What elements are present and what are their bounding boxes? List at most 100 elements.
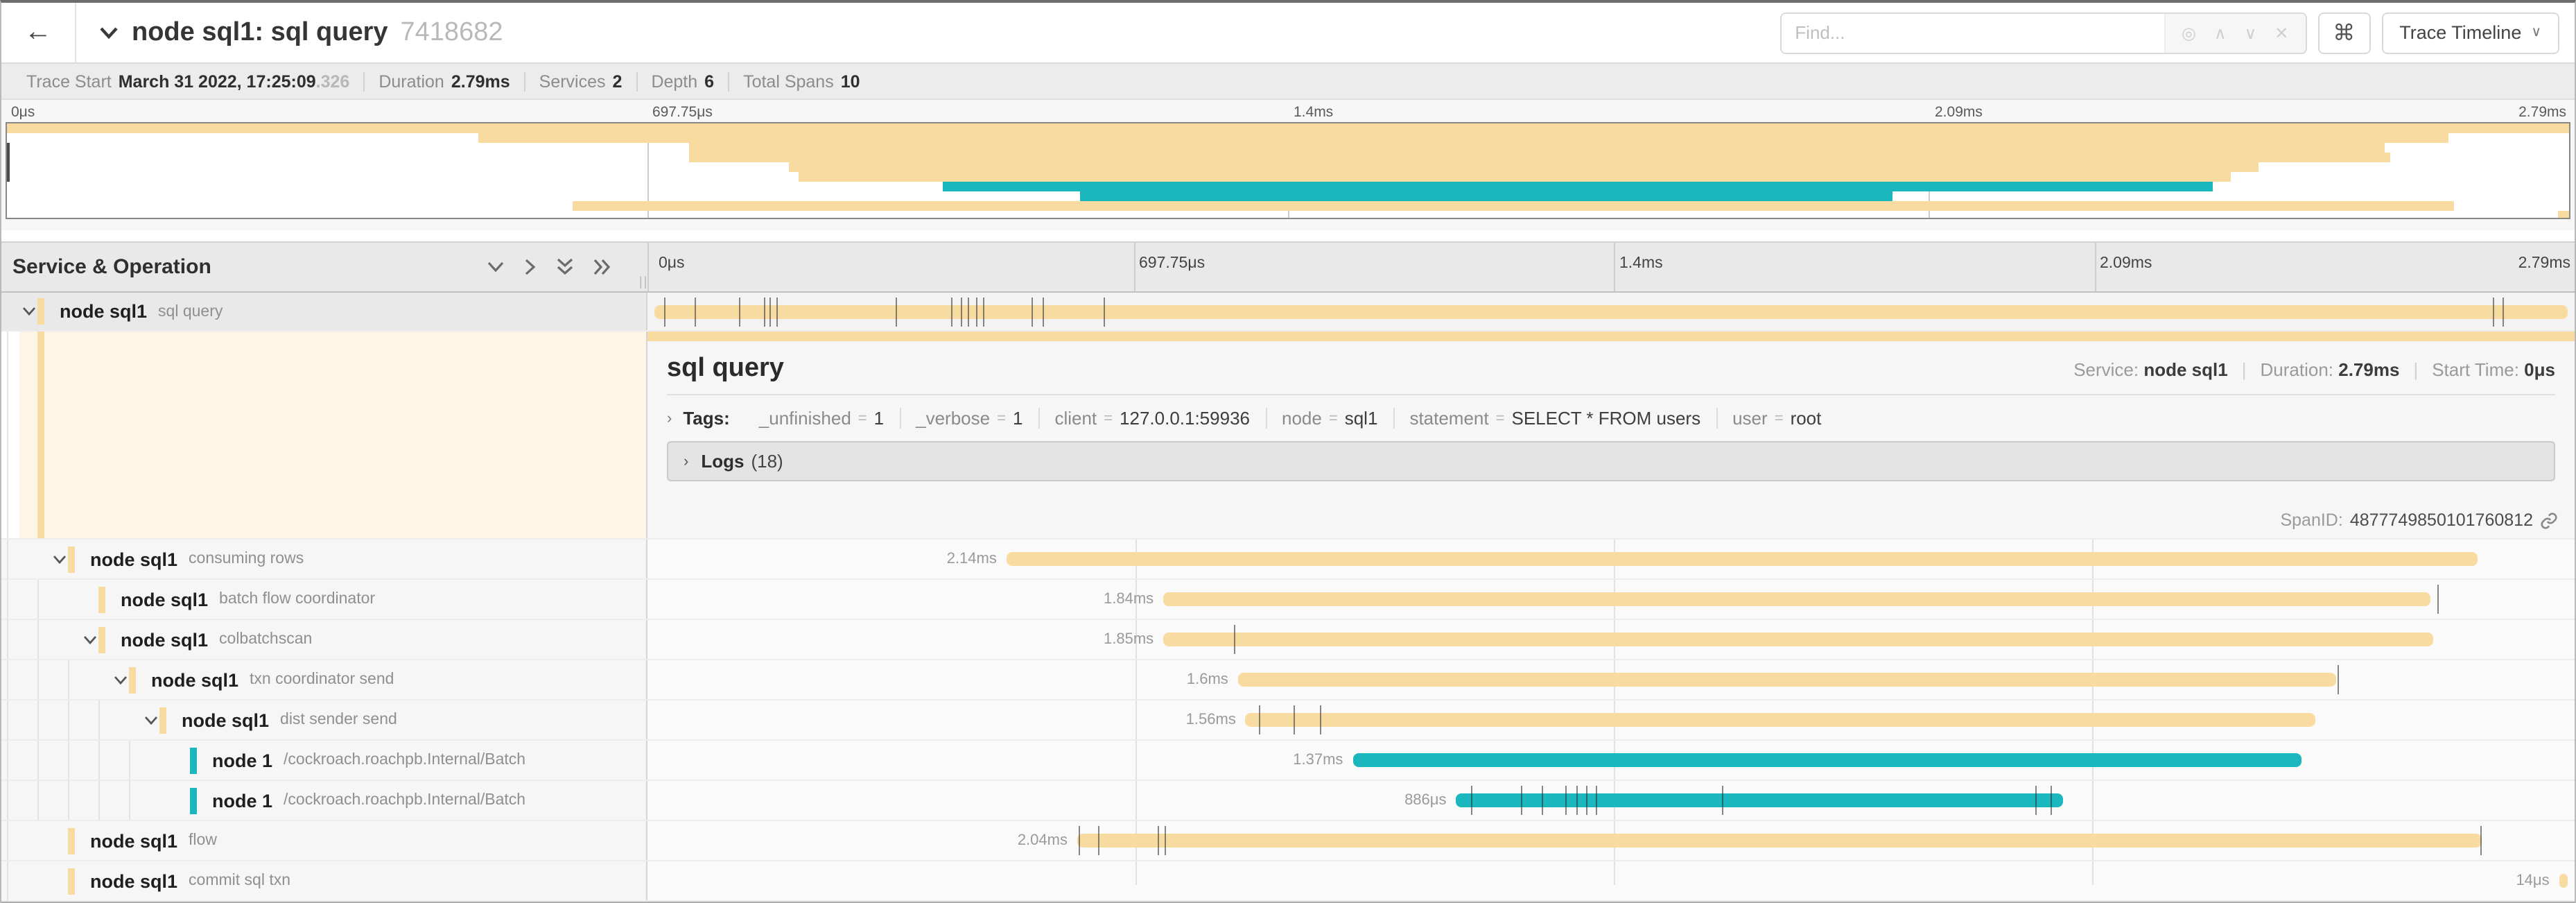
span-log-tick xyxy=(1293,705,1295,734)
back-button[interactable]: ← xyxy=(1,3,76,62)
tag-item: _verbose = 1 xyxy=(899,408,1038,429)
span-timeline-cell[interactable]: 1.37ms xyxy=(647,741,2575,780)
span-bar[interactable] xyxy=(1077,834,2482,848)
span-timeline-cell[interactable]: 2.04ms xyxy=(647,821,2575,860)
collapse-one-icon[interactable] xyxy=(487,261,505,273)
span-timeline-cell[interactable]: 2.14ms xyxy=(647,540,2575,578)
operation-name: sql query xyxy=(158,303,223,320)
span-bar[interactable] xyxy=(1245,713,2315,727)
tags-chevron-right-icon[interactable]: › xyxy=(667,410,672,427)
view-type-dropdown[interactable]: Trace Timeline ∨ xyxy=(2381,12,2559,53)
find-input[interactable] xyxy=(1781,13,2164,52)
tree-chevron-down-icon[interactable] xyxy=(82,635,98,644)
span-bar[interactable] xyxy=(1237,673,2336,687)
span-log-tick xyxy=(960,297,962,326)
ruler-gridline xyxy=(1614,243,1615,291)
trace-info-label: Duration xyxy=(378,71,444,91)
prev-match-icon[interactable]: ∧ xyxy=(2213,23,2227,42)
ruler-gridline xyxy=(2094,243,2096,291)
tags-row[interactable]: › Tags: _unfinished = 1 _verbose = 1 client = 127.… xyxy=(647,395,2575,438)
logs-row[interactable]: › Logs (18) xyxy=(667,441,2555,481)
tree-chevron-down-icon[interactable] xyxy=(51,554,68,564)
tree-chevron-down-icon[interactable] xyxy=(21,307,37,316)
tree-indent-guide xyxy=(37,660,39,699)
span-tree-cell[interactable]: node sql1 dist sender send xyxy=(1,700,647,739)
span-tree-cell[interactable]: node sql1 consuming rows xyxy=(1,540,647,578)
tree-indent-guide xyxy=(37,620,39,659)
service-color-bar xyxy=(37,298,44,325)
span-tree-cell[interactable]: node sql1 batch flow coordinator xyxy=(1,580,647,619)
span-timeline-cell[interactable]: 1.84ms xyxy=(647,580,2575,619)
span-tree-cell[interactable]: node 1/cockroach.roachpb.Internal/Batch xyxy=(1,781,647,820)
collapse-all-icon[interactable] xyxy=(556,258,574,276)
next-match-icon[interactable]: ∨ xyxy=(2244,23,2257,42)
find-group: ◎ ∧ ∨ ✕ xyxy=(1779,12,2307,53)
service-name: node sql1 xyxy=(151,669,239,690)
span-log-tick xyxy=(1595,786,1597,815)
expand-all-icon[interactable] xyxy=(593,258,611,276)
span-bar[interactable] xyxy=(1456,793,2063,807)
ruler-gridline xyxy=(1133,243,1135,291)
panel-resizer[interactable]: || xyxy=(639,243,653,291)
span-bar[interactable] xyxy=(1163,633,2434,646)
span-duration-label: 1.84ms xyxy=(1104,591,1154,608)
tree-chevron-down-icon[interactable] xyxy=(112,675,129,685)
service-color-bar xyxy=(68,827,75,854)
span-timeline-cell[interactable] xyxy=(647,293,2575,330)
span-timeline-cell[interactable]: 14μs xyxy=(647,861,2575,900)
span-duration-label: 1.37ms xyxy=(1293,752,1343,768)
trace-info-item: Services 2 xyxy=(523,71,636,91)
span-tree-cell[interactable]: node sql1 sql query xyxy=(1,293,647,330)
span-bar[interactable] xyxy=(2559,874,2568,888)
span-tree-cell[interactable]: node 1/cockroach.roachpb.Internal/Batch xyxy=(1,741,647,780)
ruler-tick-label: 2.79ms xyxy=(2518,255,2570,272)
tree-indent-guide xyxy=(98,741,100,780)
span-log-tick xyxy=(2437,585,2439,614)
span-log-tick xyxy=(769,297,771,326)
span-tree-cell[interactable]: node sql1 flow xyxy=(1,821,647,860)
span-bar[interactable] xyxy=(1352,753,2302,767)
span-log-tick xyxy=(2503,297,2505,326)
span-log-tick xyxy=(1234,625,1236,654)
bottom-scrollbar[interactable] xyxy=(1,902,2575,903)
expand-one-icon[interactable] xyxy=(524,258,537,276)
span-row: node 1/cockroach.roachpb.Internal/Batch 8… xyxy=(1,781,2575,821)
span-detail-left xyxy=(1,332,647,538)
service-operation-title: Service & Operation xyxy=(12,255,211,279)
trace-info-value-suffix: .326 xyxy=(315,71,350,91)
tree-indent-guide xyxy=(7,861,8,900)
trace-info-value: 2 xyxy=(612,71,623,91)
span-log-tick xyxy=(1586,786,1588,815)
target-icon[interactable]: ◎ xyxy=(2182,23,2196,42)
trace-id: 7418682 xyxy=(400,17,503,46)
span-timeline-cell[interactable]: 1.6ms xyxy=(647,660,2575,699)
tree-chevron-down-icon[interactable] xyxy=(143,715,159,725)
span-tree-cell[interactable]: node sql1 colbatchscan xyxy=(1,620,647,659)
span-tree-cell[interactable]: node sql1 txn coordinator send xyxy=(1,660,647,699)
tree-indent-guide xyxy=(129,781,130,820)
trace-info-label: Trace Start xyxy=(26,71,112,91)
clear-search-icon[interactable]: ✕ xyxy=(2274,23,2289,42)
span-log-tick xyxy=(2338,665,2340,694)
span-timeline-cell[interactable]: 1.85ms xyxy=(647,620,2575,659)
title-chevron-down-icon[interactable] xyxy=(98,25,119,40)
minimap-canvas[interactable] xyxy=(6,122,2570,219)
span-timeline-cell[interactable]: 886μs xyxy=(647,781,2575,820)
timeline-ruler: 0μs 697.75μs 1.4ms 2.09ms 2.79ms xyxy=(653,243,2575,291)
span-log-tick xyxy=(1043,297,1045,326)
span-bar[interactable] xyxy=(1163,592,2430,606)
service-color-stripe xyxy=(37,332,44,538)
span-timeline-cell[interactable]: 1.56ms xyxy=(647,700,2575,739)
minimap-ruler: 0μs 697.75μs 1.4ms 2.09ms 2.79ms xyxy=(6,103,2570,122)
viewport-scrubber-handle[interactable] xyxy=(7,143,10,182)
span-bar[interactable] xyxy=(654,304,2568,318)
span-log-tick xyxy=(1165,826,1167,855)
span-bar[interactable] xyxy=(1006,552,2478,566)
span-tree-cell[interactable]: node sql1 commit sql txn xyxy=(1,861,647,900)
span-detail-title: sql query xyxy=(667,354,784,383)
keyboard-shortcuts-button[interactable]: ⌘ xyxy=(2317,12,2371,53)
ruler-tick-label: 2.79ms xyxy=(2518,104,2566,121)
copy-link-icon[interactable] xyxy=(2540,511,2558,529)
minimap-span-bar xyxy=(688,153,2390,162)
span-detail-meta: Service: node sql1 | Duration: 2.79ms | Star… xyxy=(2073,359,2555,380)
